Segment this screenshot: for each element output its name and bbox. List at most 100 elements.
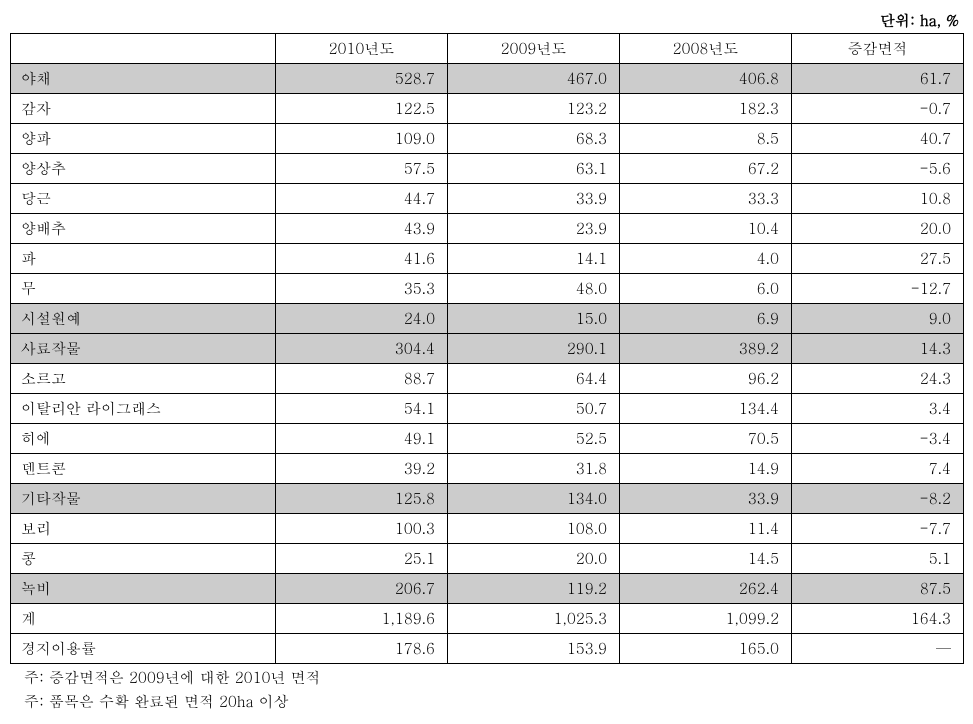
cell-y2010: 122.5	[276, 94, 448, 124]
cell-y2009: 14.1	[448, 244, 620, 274]
cell-y2010: 206.7	[276, 574, 448, 604]
header-row: 2010년도 2009년도 2008년도 증감면적	[11, 34, 964, 64]
cell-y2008: 33.9	[620, 484, 792, 514]
cell-y2010: 178.6	[276, 634, 448, 664]
row-label: 녹비	[11, 574, 276, 604]
cell-y2008: 10.4	[620, 214, 792, 244]
table-row: 파41.614.14.027.5	[11, 244, 964, 274]
unit-label: 단위: ha, %	[10, 10, 963, 31]
row-label: 소르고	[11, 364, 276, 394]
note-line: 주: 증감면적은 2009년에 대한 2010년 면적	[24, 666, 963, 690]
cell-y2010: 35.3	[276, 274, 448, 304]
cell-y2009: 290.1	[448, 334, 620, 364]
cell-y2010: 528.7	[276, 64, 448, 94]
table-row: 시설원예24.015.06.99.0	[11, 304, 964, 334]
cell-y2008: 96.2	[620, 364, 792, 394]
cell-y2008: 165.0	[620, 634, 792, 664]
cell-y2008: 14.9	[620, 454, 792, 484]
cell-y2008: 406.8	[620, 64, 792, 94]
cell-change: 5.1	[792, 544, 964, 574]
cell-y2010: 88.7	[276, 364, 448, 394]
cell-change: 10.8	[792, 184, 964, 214]
cell-y2009: 63.1	[448, 154, 620, 184]
cell-y2009: 123.2	[448, 94, 620, 124]
cell-y2009: 52.5	[448, 424, 620, 454]
row-label: 사료작물	[11, 334, 276, 364]
row-label: 파	[11, 244, 276, 274]
cell-y2010: 54.1	[276, 394, 448, 424]
table-row: 양배추43.923.910.420.0	[11, 214, 964, 244]
row-label: 무	[11, 274, 276, 304]
cell-y2010: 304.4	[276, 334, 448, 364]
table-row: 무35.348.06.0-12.7	[11, 274, 964, 304]
cell-y2008: 33.3	[620, 184, 792, 214]
table-row: 사료작물304.4290.1389.214.3	[11, 334, 964, 364]
cell-y2008: 6.0	[620, 274, 792, 304]
header-2009: 2009년도	[448, 34, 620, 64]
cell-y2008: 182.3	[620, 94, 792, 124]
table-row: 경지이용률178.6153.9165.0—	[11, 634, 964, 664]
row-label: 양상추	[11, 154, 276, 184]
cell-change: -7.7	[792, 514, 964, 544]
table-row: 덴트콘39.231.814.97.4	[11, 454, 964, 484]
table-row: 양상추57.563.167.2-5.6	[11, 154, 964, 184]
row-label: 야채	[11, 64, 276, 94]
cell-change: -0.7	[792, 94, 964, 124]
cell-y2010: 125.8	[276, 484, 448, 514]
cell-change: 24.3	[792, 364, 964, 394]
table-row: 이탈리안 라이그래스54.150.7134.43.4	[11, 394, 964, 424]
cell-change: 164.3	[792, 604, 964, 634]
row-label: 양배추	[11, 214, 276, 244]
cell-y2009: 48.0	[448, 274, 620, 304]
cell-y2009: 33.9	[448, 184, 620, 214]
table-body: 야채528.7467.0406.861.7감자122.5123.2182.3-0…	[11, 64, 964, 664]
table-row: 기타작물125.8134.033.9-8.2	[11, 484, 964, 514]
cell-y2009: 68.3	[448, 124, 620, 154]
cell-change: 61.7	[792, 64, 964, 94]
table-row: 콩25.120.014.55.1	[11, 544, 964, 574]
cell-y2008: 262.4	[620, 574, 792, 604]
cell-y2008: 134.4	[620, 394, 792, 424]
header-label	[11, 34, 276, 64]
cell-change: -12.7	[792, 274, 964, 304]
cell-change: 7.4	[792, 454, 964, 484]
cell-y2009: 50.7	[448, 394, 620, 424]
row-label: 히에	[11, 424, 276, 454]
notes: 주: 증감면적은 2009년에 대한 2010년 면적주: 품목은 수확 완료된…	[10, 666, 963, 714]
row-label: 계	[11, 604, 276, 634]
header-change: 증감면적	[792, 34, 964, 64]
cell-change: —	[792, 634, 964, 664]
row-label: 양파	[11, 124, 276, 154]
cell-y2010: 100.3	[276, 514, 448, 544]
table-row: 계1,189.61,025.31,099.2164.3	[11, 604, 964, 634]
row-label: 경지이용률	[11, 634, 276, 664]
note-line: 주: 품목은 수확 완료된 면적 20ha 이상	[24, 690, 963, 714]
cell-change: 87.5	[792, 574, 964, 604]
cell-y2008: 1,099.2	[620, 604, 792, 634]
cell-y2010: 49.1	[276, 424, 448, 454]
data-table: 2010년도 2009년도 2008년도 증감면적 야채528.7467.040…	[10, 33, 964, 664]
cell-y2009: 20.0	[448, 544, 620, 574]
row-label: 감자	[11, 94, 276, 124]
cell-change: 14.3	[792, 334, 964, 364]
cell-y2010: 24.0	[276, 304, 448, 334]
row-label: 시설원예	[11, 304, 276, 334]
cell-change: -3.4	[792, 424, 964, 454]
table-row: 히에49.152.570.5-3.4	[11, 424, 964, 454]
row-label: 기타작물	[11, 484, 276, 514]
cell-y2008: 14.5	[620, 544, 792, 574]
cell-y2009: 15.0	[448, 304, 620, 334]
cell-y2010: 25.1	[276, 544, 448, 574]
header-2010: 2010년도	[276, 34, 448, 64]
table-row: 보리100.3108.011.4-7.7	[11, 514, 964, 544]
cell-change: -5.6	[792, 154, 964, 184]
cell-y2008: 8.5	[620, 124, 792, 154]
cell-y2010: 43.9	[276, 214, 448, 244]
table-row: 소르고88.764.496.224.3	[11, 364, 964, 394]
cell-change: 9.0	[792, 304, 964, 334]
row-label: 보리	[11, 514, 276, 544]
cell-y2009: 1,025.3	[448, 604, 620, 634]
table-row: 녹비206.7119.2262.487.5	[11, 574, 964, 604]
cell-y2009: 31.8	[448, 454, 620, 484]
table-row: 야채528.7467.0406.861.7	[11, 64, 964, 94]
